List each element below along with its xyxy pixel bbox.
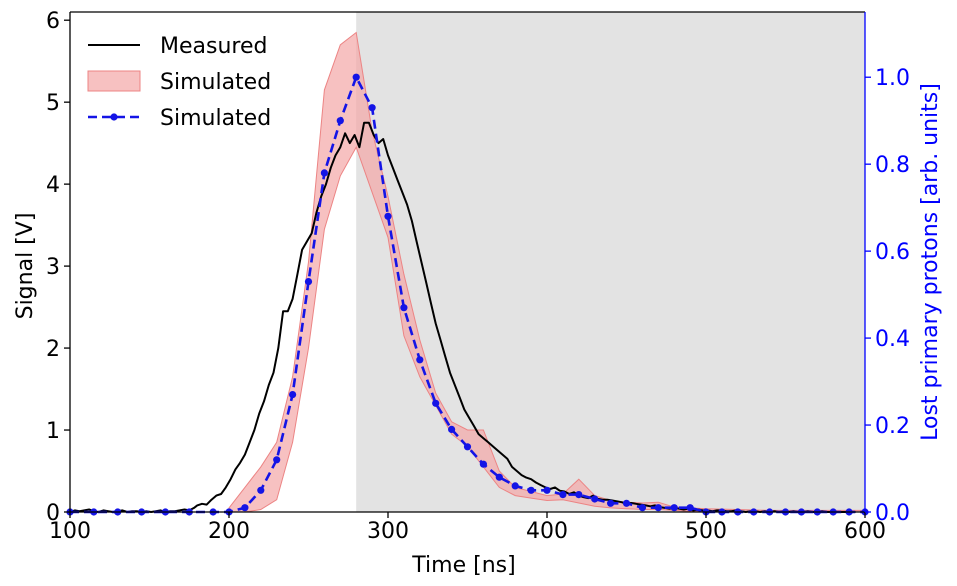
simulated-point (336, 117, 344, 125)
y-tick-label: 0 (46, 501, 60, 526)
y-tick-label: 1 (46, 419, 60, 444)
simulated-point (543, 486, 551, 494)
y2-tick-label: 0.4 (875, 327, 910, 352)
simulated-point (463, 443, 472, 451)
simulated-point (607, 499, 615, 507)
x-tick-label: 600 (844, 519, 886, 544)
simulated-point (559, 491, 567, 499)
simulated-point (273, 456, 281, 464)
y-tick-label: 5 (46, 91, 60, 116)
simulated-point (257, 486, 265, 494)
simulated-point (432, 399, 440, 407)
legend-simulated-label: Simulated (160, 106, 271, 131)
legend-measured-label: Measured (160, 34, 267, 59)
x-tick-label: 400 (526, 519, 568, 544)
simulated-point (654, 504, 662, 512)
simulated-point (304, 278, 313, 286)
y2-tick-label: 0.8 (875, 153, 910, 178)
y-tick-label: 4 (46, 173, 60, 198)
simulated-point (400, 304, 408, 312)
y2-tick-label: 0.2 (875, 414, 910, 439)
simulated-point (241, 504, 249, 512)
simulated-point (495, 473, 503, 481)
x-tick-label: 200 (208, 519, 250, 544)
simulated-point (511, 482, 519, 490)
simulated-point (368, 104, 376, 112)
simulated-point (575, 491, 583, 499)
simulated-point (448, 425, 456, 433)
simulated-point (686, 504, 694, 512)
legend-band-label: Simulated (160, 70, 271, 95)
y2-tick-label: 0.6 (875, 240, 910, 265)
y-axis-label: Signal [V] (13, 213, 38, 320)
legend-band-swatch (87, 70, 141, 92)
y-tick-label: 2 (46, 337, 60, 362)
y2-axis-label: Lost primary protons [arb. units] (918, 83, 943, 441)
y2-tick-label: 1.0 (875, 66, 910, 91)
simulated-point (289, 391, 297, 399)
simulated-point (670, 504, 678, 512)
simulated-point (416, 356, 424, 364)
simulated-point (591, 495, 599, 503)
y-tick-label: 6 (46, 9, 60, 34)
simulated-point (622, 499, 631, 507)
x-tick-label: 100 (49, 519, 91, 544)
simulated-point (384, 212, 392, 220)
simulated-point (638, 504, 647, 512)
legend-simulated-marker (110, 113, 118, 121)
y-tick-label: 3 (46, 255, 60, 280)
simulated-point (527, 486, 535, 494)
x-axis-label: Time [ns] (411, 553, 515, 578)
simulated-point (479, 460, 487, 468)
simulated-point (352, 73, 360, 81)
simulated-point (320, 169, 328, 177)
legend: Measured Simulated Simulated (87, 34, 271, 131)
x-tick-label: 500 (685, 519, 727, 544)
shaded-region (356, 12, 865, 512)
x-tick-label: 300 (367, 519, 409, 544)
y2-tick-label: 0.0 (875, 501, 910, 526)
